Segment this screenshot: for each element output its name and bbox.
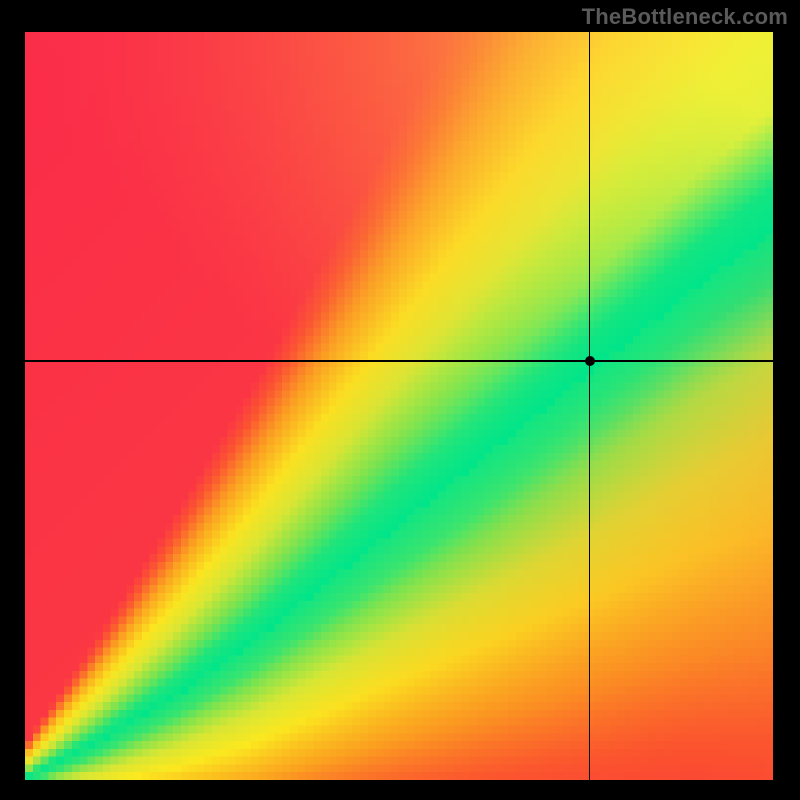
crosshair-horizontal (25, 360, 773, 362)
heatmap-canvas (25, 32, 773, 780)
heatmap-plot-area (25, 32, 773, 780)
crosshair-marker (585, 356, 595, 366)
root: TheBottleneck.com (0, 0, 800, 800)
watermark-text: TheBottleneck.com (582, 4, 788, 30)
crosshair-vertical (589, 32, 591, 780)
